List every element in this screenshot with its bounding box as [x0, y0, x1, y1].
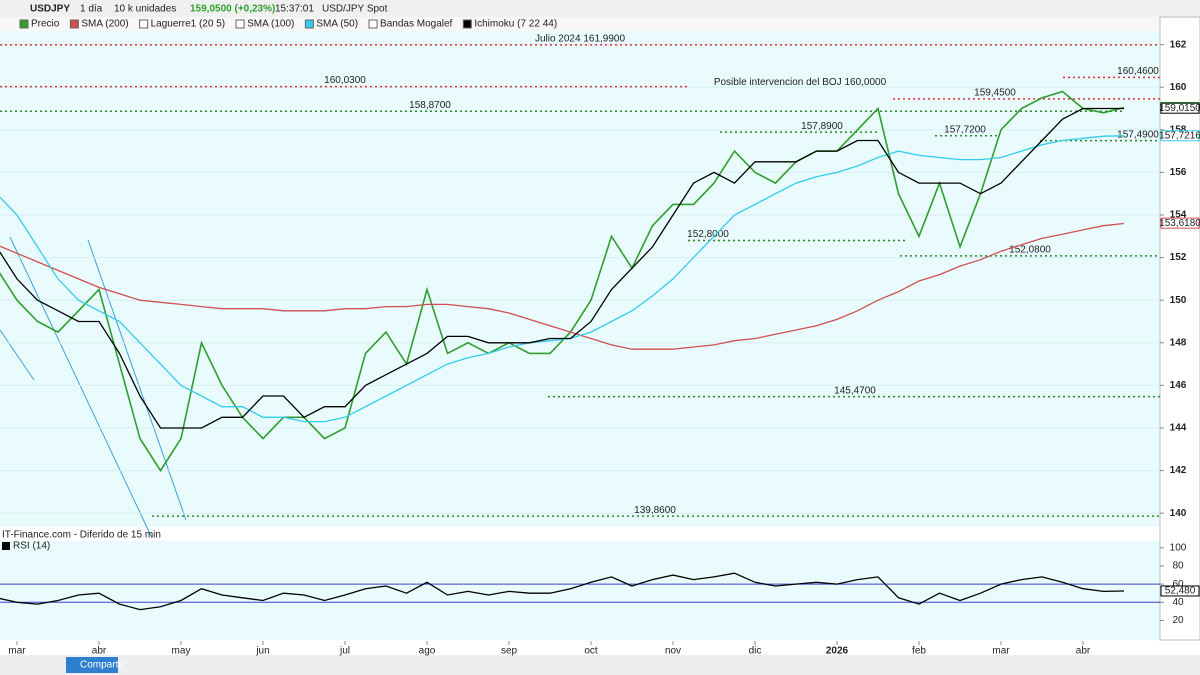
legend-label[interactable]: Precio: [31, 19, 60, 30]
x-tick-label: jul: [339, 646, 350, 657]
series-line: [0, 90, 1125, 473]
x-tick-label: ago: [419, 646, 436, 657]
clock: 15:37:01: [275, 4, 314, 15]
price-tag-label: 52,480: [1165, 586, 1196, 597]
legend-swatch: [69, 19, 79, 29]
x-tick-label: nov: [665, 646, 681, 657]
x-tick-label: abr: [92, 646, 107, 657]
timeframe[interactable]: 1 día: [80, 4, 103, 15]
legend-swatch: [368, 19, 378, 29]
x-tick-label: mar: [992, 646, 1010, 657]
level-label: Julio 2024 161,9900: [535, 33, 626, 44]
series-line: [0, 222, 1125, 350]
level-label: 157,4900: [1117, 129, 1159, 140]
legend-label[interactable]: Bandas Mogalef: [380, 19, 452, 30]
series-line: [0, 135, 1125, 423]
price-tag-label: 153,6180: [1159, 218, 1200, 229]
toolbar: [0, 0, 1200, 17]
y-tick-label: 162: [1170, 39, 1187, 50]
level-label: 158,8700: [409, 100, 451, 111]
y-tick-label: 158: [1170, 124, 1187, 135]
level-label: 139,8600: [634, 505, 676, 516]
legend-label[interactable]: SMA (100): [247, 19, 294, 30]
price-tag: [1160, 217, 1200, 229]
y-tick-label: 148: [1170, 337, 1187, 348]
series-line: [0, 107, 1124, 429]
price-tag: [1160, 585, 1200, 597]
legend-swatch: [235, 19, 245, 29]
legend-label[interactable]: Laguerre1 (20 5): [151, 19, 226, 30]
y-tick-label: 150: [1170, 295, 1187, 306]
source: IT-Finance.com - Diferido de 15 min: [2, 530, 161, 541]
y-tick-label: 160: [1170, 82, 1187, 93]
y-tick-label: 142: [1170, 465, 1187, 476]
y-tick-label: 100: [1170, 542, 1187, 553]
y-tick-label: 140: [1170, 508, 1187, 519]
y-tick-label: 40: [1172, 597, 1184, 608]
y-tick-label: 144: [1170, 423, 1187, 434]
price-tag-label: 157,7216: [1159, 130, 1200, 141]
x-tick-label: jun: [255, 646, 269, 657]
symbol[interactable]: USDJPY: [30, 4, 70, 15]
y-tick-label: 154: [1170, 210, 1187, 221]
y-tick-label: 80: [1172, 561, 1184, 572]
y-tick-label: 152: [1170, 252, 1187, 263]
legend-label[interactable]: Ichimoku (7 22 44): [474, 19, 557, 30]
y-tick-label: 60: [1172, 579, 1184, 590]
price-tag: [1160, 102, 1200, 114]
x-tick-label: abr: [1076, 646, 1091, 657]
legend-label[interactable]: SMA (50): [316, 19, 358, 30]
level-label: 145,4700: [834, 385, 876, 396]
series-line: [0, 572, 1125, 611]
x-tick-label: feb: [912, 646, 926, 657]
plot-area: [0, 31, 1160, 527]
share-label[interactable]: Compartir: [80, 660, 125, 671]
level-label: 160,4600: [1117, 66, 1159, 77]
y-tick-label: 20: [1172, 615, 1184, 626]
x-tick-label: 2026: [826, 646, 849, 657]
x-tick-label: mar: [8, 646, 26, 657]
trend-line: [87, 239, 187, 521]
rsi-area: [0, 541, 1160, 640]
level-label: 159,4500: [974, 88, 1016, 99]
annotation: Posible intervencion del BOJ 160,0000: [714, 77, 887, 88]
level-label: 157,7200: [944, 124, 986, 135]
y-tick-label: 156: [1170, 167, 1187, 178]
price-tag: [1160, 130, 1200, 142]
legend-swatch: [304, 19, 314, 29]
last-price: 159,0500 (+0,23%): [190, 4, 275, 15]
level-label: 157,8900: [801, 121, 843, 132]
legend-swatch: [19, 19, 29, 29]
level-label: 152,8000: [687, 229, 729, 240]
legend-swatch: [2, 542, 10, 550]
legend-label[interactable]: SMA (200): [81, 19, 128, 30]
price-axis: [1159, 16, 1200, 641]
x-tick-label: may: [172, 646, 191, 657]
price-tag-label: 159,0150: [1159, 103, 1200, 114]
bottom-toolbar: [0, 655, 1200, 675]
legend-swatch: [462, 19, 472, 29]
x-tick-label: oct: [584, 646, 598, 657]
x-tick-label: dic: [749, 646, 762, 657]
x-tick-label: sep: [501, 646, 518, 657]
legend-swatch: [139, 19, 149, 29]
share-button[interactable]: [66, 657, 118, 673]
level-label: 152,0800: [1009, 245, 1051, 256]
units[interactable]: 10 k unidades: [114, 4, 176, 15]
legend-label: RSI (14): [13, 541, 50, 552]
trend-line: [9, 236, 153, 539]
instrument: USD/JPY Spot: [322, 4, 388, 15]
trend-line: [0, 329, 35, 381]
legend-bar: [0, 17, 1200, 31]
level-label: 160,0300: [324, 75, 366, 86]
y-tick-label: 146: [1170, 380, 1187, 391]
